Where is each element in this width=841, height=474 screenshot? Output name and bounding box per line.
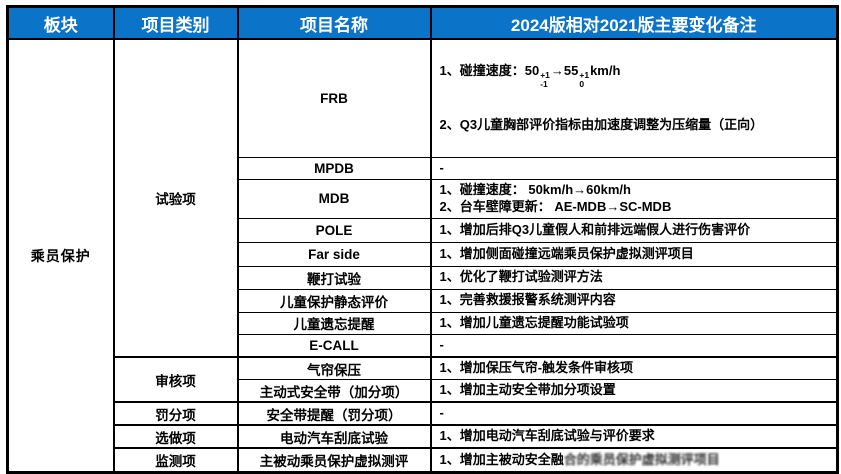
speed-tolerance-50: +1 -1 bbox=[540, 70, 550, 89]
frb-note-line1: 1、碰撞速度：50 +1 -1 →55 +1 0 km/h bbox=[439, 62, 621, 89]
frb-note-line2: 2、Q3儿童胸部评价指标由加速度调整为压缩量（正向） bbox=[439, 117, 764, 133]
note-cell-active-seatbelt: 1、增加主动安全带加分项设置 bbox=[429, 379, 839, 403]
item-cell-mdb: MDB bbox=[236, 179, 432, 219]
arrow-glyph: → bbox=[550, 62, 564, 78]
col-header-item-name: 项目名称 bbox=[236, 6, 432, 40]
note-cell-mpdb: - bbox=[429, 157, 839, 181]
col-header-section: 板块 bbox=[6, 6, 115, 40]
note-cell-mdb: 1、碰撞速度： 50km/h→60km/h 2、台车壁障更新： AE-MDB→S… bbox=[429, 179, 839, 219]
table-row-mpdb: MPDB - bbox=[8, 157, 839, 181]
item-cell-e-call: E-CALL bbox=[236, 333, 432, 358]
table-row-ev-underbody-scrape: 选做项 电动汽车刮底试验 1、增加电动汽车刮底试验与评价要求 bbox=[8, 424, 839, 449]
note-cell-child-presence-reminder: 1、增加儿童遗忘提醒功能试验项 bbox=[429, 311, 839, 335]
item-cell-child-protection-static: 儿童保护静态评价 bbox=[236, 288, 432, 313]
table-row-pole: POLE 1、增加后排Q3儿童假人和前排远端假人进行伤害评价 bbox=[8, 217, 839, 243]
virtual-assessment-note-clear: 1、增加主被动安全融 bbox=[439, 451, 564, 467]
note-cell-e-call: - bbox=[429, 333, 839, 358]
category-cell-monitoring-items: 监测项 bbox=[112, 446, 239, 474]
item-cell-pole: POLE bbox=[236, 217, 432, 243]
cncap-2024-vs-2021-change-table: 板块 项目类别 项目名称 2024版相对2021版主要变化备注 乘员保护 试验项… bbox=[6, 5, 839, 474]
note-cell-pole: 1、增加后排Q3儿童假人和前排远端假人进行伤害评价 bbox=[429, 217, 839, 243]
col-header-change-notes: 2024版相对2021版主要变化备注 bbox=[429, 6, 839, 40]
note-cell-whiplash-test: 1、优化了鞭打试验测评方法 bbox=[429, 265, 839, 290]
header-row: 板块 项目类别 项目名称 2024版相对2021版主要变化备注 bbox=[6, 6, 839, 40]
note-cell-child-protection-static: 1、完善救援报警系统测评内容 bbox=[429, 288, 839, 313]
note-cell-far-side: 1、增加侧面碰撞远端乘员保护虚拟测评项目 bbox=[429, 241, 839, 267]
table-row-child-protection-static: 儿童保护静态评价 1、完善救援报警系统测评内容 bbox=[8, 288, 839, 313]
category-cell-optional-items: 选做项 bbox=[112, 424, 239, 449]
item-cell-ev-underbody-scrape: 电动汽车刮底试验 bbox=[236, 424, 432, 449]
table-row-mdb: MDB 1、碰撞速度： 50km/h→60km/h 2、台车壁障更新： AE-M… bbox=[8, 179, 839, 219]
item-cell-far-side: Far side bbox=[236, 241, 432, 267]
item-cell-active-seatbelt: 主动式安全带（加分项） bbox=[236, 379, 432, 403]
item-cell-child-presence-reminder: 儿童遗忘提醒 bbox=[236, 311, 432, 335]
item-cell-mpdb: MPDB bbox=[236, 157, 432, 181]
table-row-whiplash-test: 鞭打试验 1、优化了鞭打试验测评方法 bbox=[8, 265, 839, 290]
virtual-assessment-note-blurred: 合的乘员保护虚拟测评项目 bbox=[563, 451, 720, 467]
table-row-virtual-assessment: 监测项 主被动乘员保护虚拟测评 1、增加主被动安全融合的乘员保护虚拟测评项目 bbox=[8, 446, 839, 474]
item-cell-curtain-airbag-pressure: 气帘保压 bbox=[236, 356, 432, 381]
note-cell-curtain-airbag-pressure: 1、增加保压气帘-触发条件审核项 bbox=[429, 356, 839, 381]
category-cell-test-items: 试验项 bbox=[112, 38, 239, 358]
table-row-frb: 乘员保护 试验项 FRB 1、碰撞速度：50 +1 -1 →55 +1 0 km/h 2、Q… bbox=[6, 38, 839, 474]
item-cell-virtual-assessment: 主被动乘员保护虚拟测评 bbox=[236, 446, 432, 474]
table-row-e-call: E-CALL - bbox=[8, 333, 839, 358]
note-cell-virtual-assessment: 1、增加主被动安全融合的乘员保护虚拟测评项目 bbox=[429, 446, 839, 474]
category-cell-audit-items: 审核项 bbox=[112, 356, 239, 403]
item-cell-frb: FRB bbox=[236, 38, 432, 159]
note-cell-frb: 1、碰撞速度：50 +1 -1 →55 +1 0 km/h 2、Q3儿童胸部评价指标由加速度… bbox=[429, 38, 839, 159]
table-row-curtain-airbag-pressure: 审核项 气帘保压 1、增加保压气帘-触发条件审核项 bbox=[8, 356, 839, 403]
table-row-active-seatbelt: 主动式安全带（加分项） 1、增加主动安全带加分项设置 bbox=[8, 379, 839, 403]
col-header-category: 项目类别 bbox=[112, 6, 239, 40]
section-cell-occupant-protection: 乘员保护 bbox=[6, 38, 115, 474]
item-cell-whiplash-test: 鞭打试验 bbox=[236, 265, 432, 290]
note-cell-ev-underbody-scrape: 1、增加电动汽车刮底试验与评价要求 bbox=[429, 424, 839, 449]
table-row-child-presence-reminder: 儿童遗忘提醒 1、增加儿童遗忘提醒功能试验项 bbox=[8, 311, 839, 335]
speed-tolerance-55: +1 0 bbox=[579, 70, 590, 89]
